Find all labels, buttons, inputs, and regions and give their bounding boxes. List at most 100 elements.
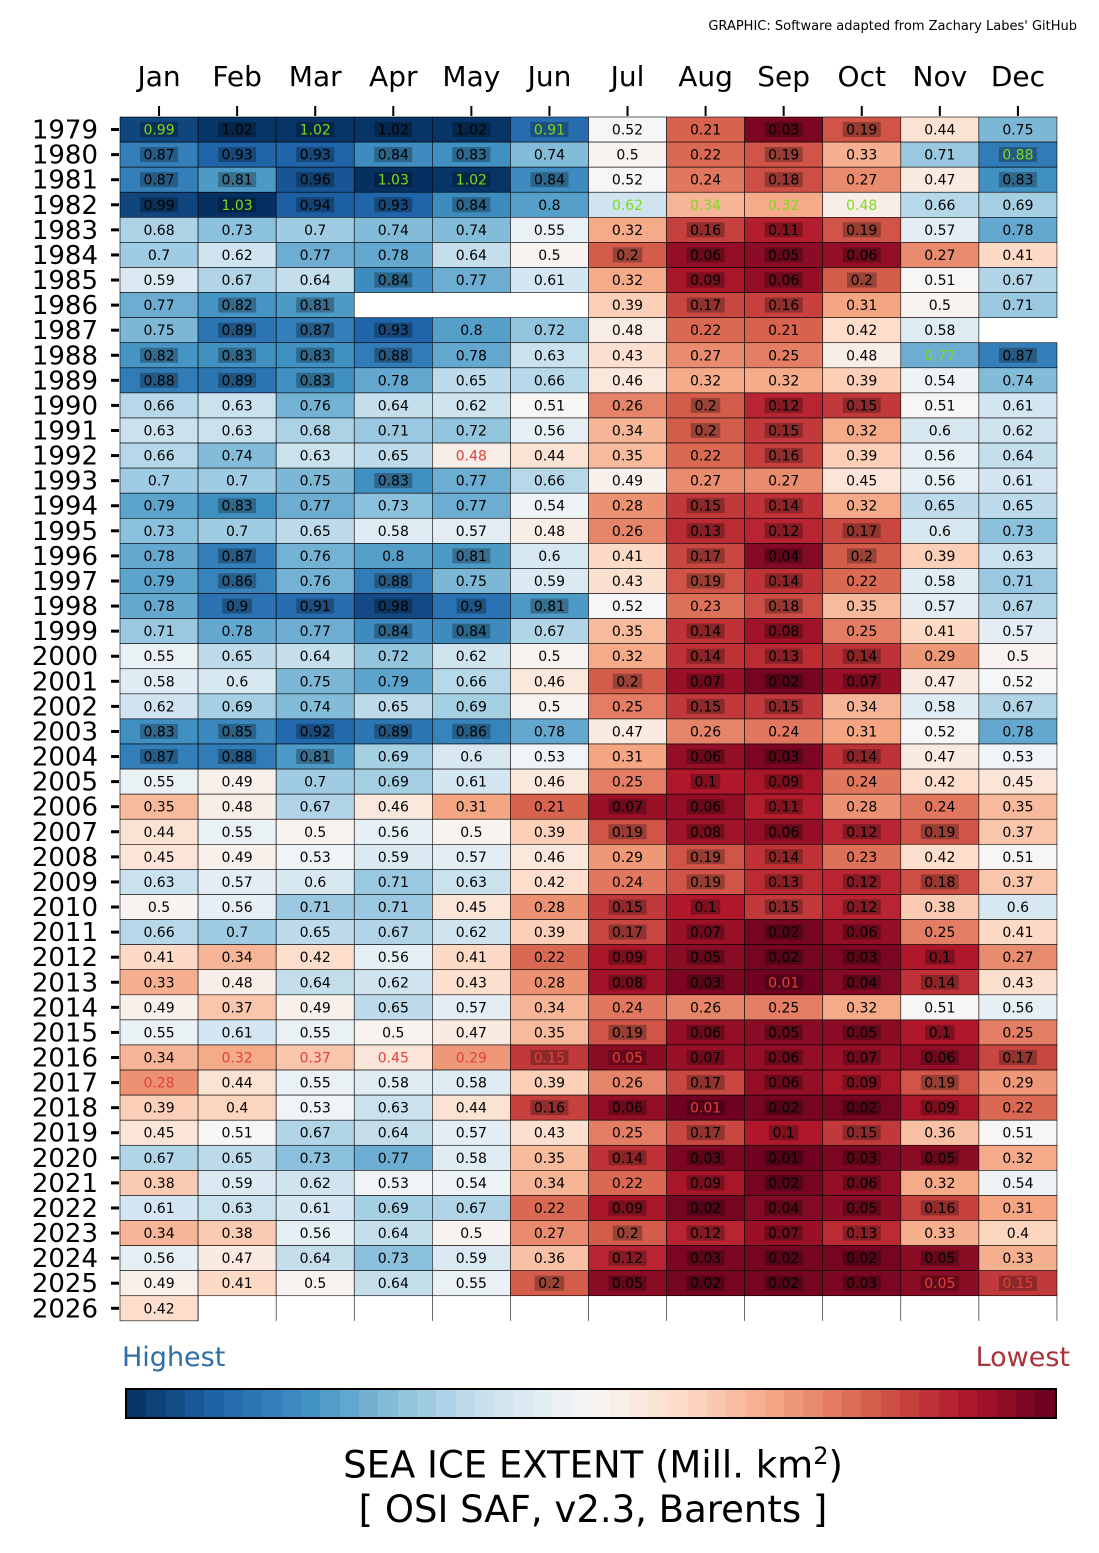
heatmap-cell — [744, 568, 824, 594]
cell-value-label: 0.15 — [534, 1051, 565, 1067]
heatmap-cell — [588, 492, 667, 519]
cell-value-label: 0.05 — [924, 1151, 955, 1167]
cell-value-label: 0.55 — [300, 1025, 331, 1041]
heatmap-cell — [822, 292, 902, 318]
cell-label-backdrop — [140, 147, 179, 163]
cell-value-label: 1.02 — [456, 173, 487, 189]
cell-value-label: 0.6 — [1007, 900, 1029, 916]
cell-value-label: 0.22 — [534, 950, 565, 966]
heatmap-cell — [119, 492, 199, 519]
cell-value-label: 0.55 — [222, 825, 253, 841]
heatmap-cell — [900, 818, 980, 845]
cell-value-label: 0.06 — [846, 925, 877, 941]
cell-value-label: 0.05 — [846, 1201, 877, 1217]
cell-value-label: 0.39 — [612, 298, 643, 314]
heatmap-cell — [744, 818, 824, 845]
cell-value-label: 1.02 — [222, 123, 253, 139]
heatmap-cell — [666, 869, 745, 895]
cell-value-label: 0.87 — [222, 549, 253, 565]
heatmap-cell — [744, 994, 824, 1021]
cell-value-label: 0.28 — [846, 800, 877, 816]
cell-label-backdrop — [296, 322, 335, 338]
heatmap-cell — [353, 593, 433, 619]
heatmap-cell — [197, 869, 277, 895]
heatmap-cell — [119, 568, 199, 594]
heatmap-cell — [275, 568, 355, 594]
cell-value-label: 0.14 — [612, 1151, 643, 1167]
cell-value-label: 0.55 — [143, 775, 174, 791]
cell-value-label: 0.13 — [846, 1226, 877, 1242]
month-label-may: May — [442, 60, 500, 93]
legend-lowest-label: Lowest — [975, 1342, 1070, 1373]
heatmap-cell — [588, 166, 667, 193]
heatmap-cell — [822, 1019, 902, 1046]
cell-value-label: 0.78 — [222, 624, 253, 640]
cell-value-label: 0.43 — [612, 574, 643, 590]
colorbar-segment — [822, 1390, 843, 1417]
heatmap-cell — [588, 392, 667, 419]
heatmap-cell — [588, 292, 667, 318]
heatmap-cell — [978, 894, 1058, 920]
colorbar-segment — [668, 1390, 688, 1417]
heatmap-cell — [978, 141, 1058, 168]
heatmap-cell — [119, 618, 199, 644]
heatmap-cell — [822, 392, 902, 419]
cell-label-backdrop — [686, 623, 725, 639]
cell-value-label: 0.06 — [768, 825, 799, 841]
cell-label-backdrop — [452, 723, 491, 739]
heatmap-cell — [510, 844, 589, 870]
heatmap-cell — [119, 517, 199, 544]
cell-label-backdrop — [920, 1200, 959, 1216]
cell-label-backdrop — [764, 422, 803, 438]
cell-value-label: 0.76 — [300, 574, 331, 590]
cell-value-label: 0.84 — [378, 624, 409, 640]
cell-value-label: 0.17 — [690, 1076, 721, 1092]
cell-value-label: 0.71 — [300, 900, 331, 916]
cell-value-label: 0.75 — [143, 323, 174, 339]
cell-value-label: 0.42 — [924, 850, 955, 866]
cell-value-label: 0.42 — [534, 875, 565, 891]
heatmap-cell — [510, 568, 589, 594]
heatmap-cell — [432, 492, 511, 519]
cell-label-backdrop — [842, 1024, 881, 1040]
cell-label-backdrop — [686, 874, 725, 890]
cell-label-backdrop — [686, 949, 725, 965]
heatmap-cell — [900, 1069, 980, 1096]
cell-label-backdrop — [764, 698, 803, 714]
cell-value-label: 0.79 — [143, 574, 174, 590]
colorbar-segment — [339, 1390, 359, 1417]
cell-label-backdrop — [218, 322, 257, 338]
cell-label-backdrop — [842, 1175, 881, 1191]
heatmap-cell — [197, 894, 277, 920]
cell-value-label: 0.09 — [924, 1101, 955, 1117]
cell-value-label: 0.31 — [1002, 1201, 1033, 1217]
heatmap-cell — [510, 919, 589, 945]
heatmap-cell — [588, 141, 667, 168]
cell-value-label: 0.19 — [612, 1025, 643, 1041]
heatmap-cell — [275, 593, 355, 619]
cell-value-label: 0.12 — [690, 1226, 721, 1242]
cell-value-label: 0.34 — [612, 424, 643, 440]
year-label-2026: 2026 — [32, 1294, 98, 1324]
colorbar-segment — [397, 1390, 417, 1417]
cell-value-label: 0.57 — [924, 223, 955, 239]
cell-value-label: 0.06 — [690, 248, 721, 264]
cell-value-label: 0.98 — [378, 599, 409, 615]
cell-label-backdrop — [374, 172, 413, 188]
heatmap-cell — [978, 1144, 1058, 1171]
cell-value-label: 0.19 — [690, 574, 721, 590]
colorbar-segment — [764, 1390, 785, 1417]
year-label-2004: 2004 — [32, 743, 98, 773]
cell-value-label: 0.5 — [1007, 649, 1029, 665]
cell-value-label: 0.25 — [612, 775, 643, 791]
heatmap-cell — [744, 1220, 824, 1246]
cell-value-label: 0.34 — [846, 699, 877, 715]
cell-label-backdrop — [686, 1175, 725, 1191]
cell-value-label: 0.41 — [1002, 248, 1033, 264]
cell-value-label: 0.5 — [460, 1226, 482, 1242]
cell-value-label: 0.24 — [924, 800, 955, 816]
heatmap-cell — [275, 894, 355, 920]
heatmap-cell — [744, 1044, 824, 1071]
cell-label-backdrop — [686, 1250, 725, 1266]
heatmap-cell — [197, 191, 277, 218]
